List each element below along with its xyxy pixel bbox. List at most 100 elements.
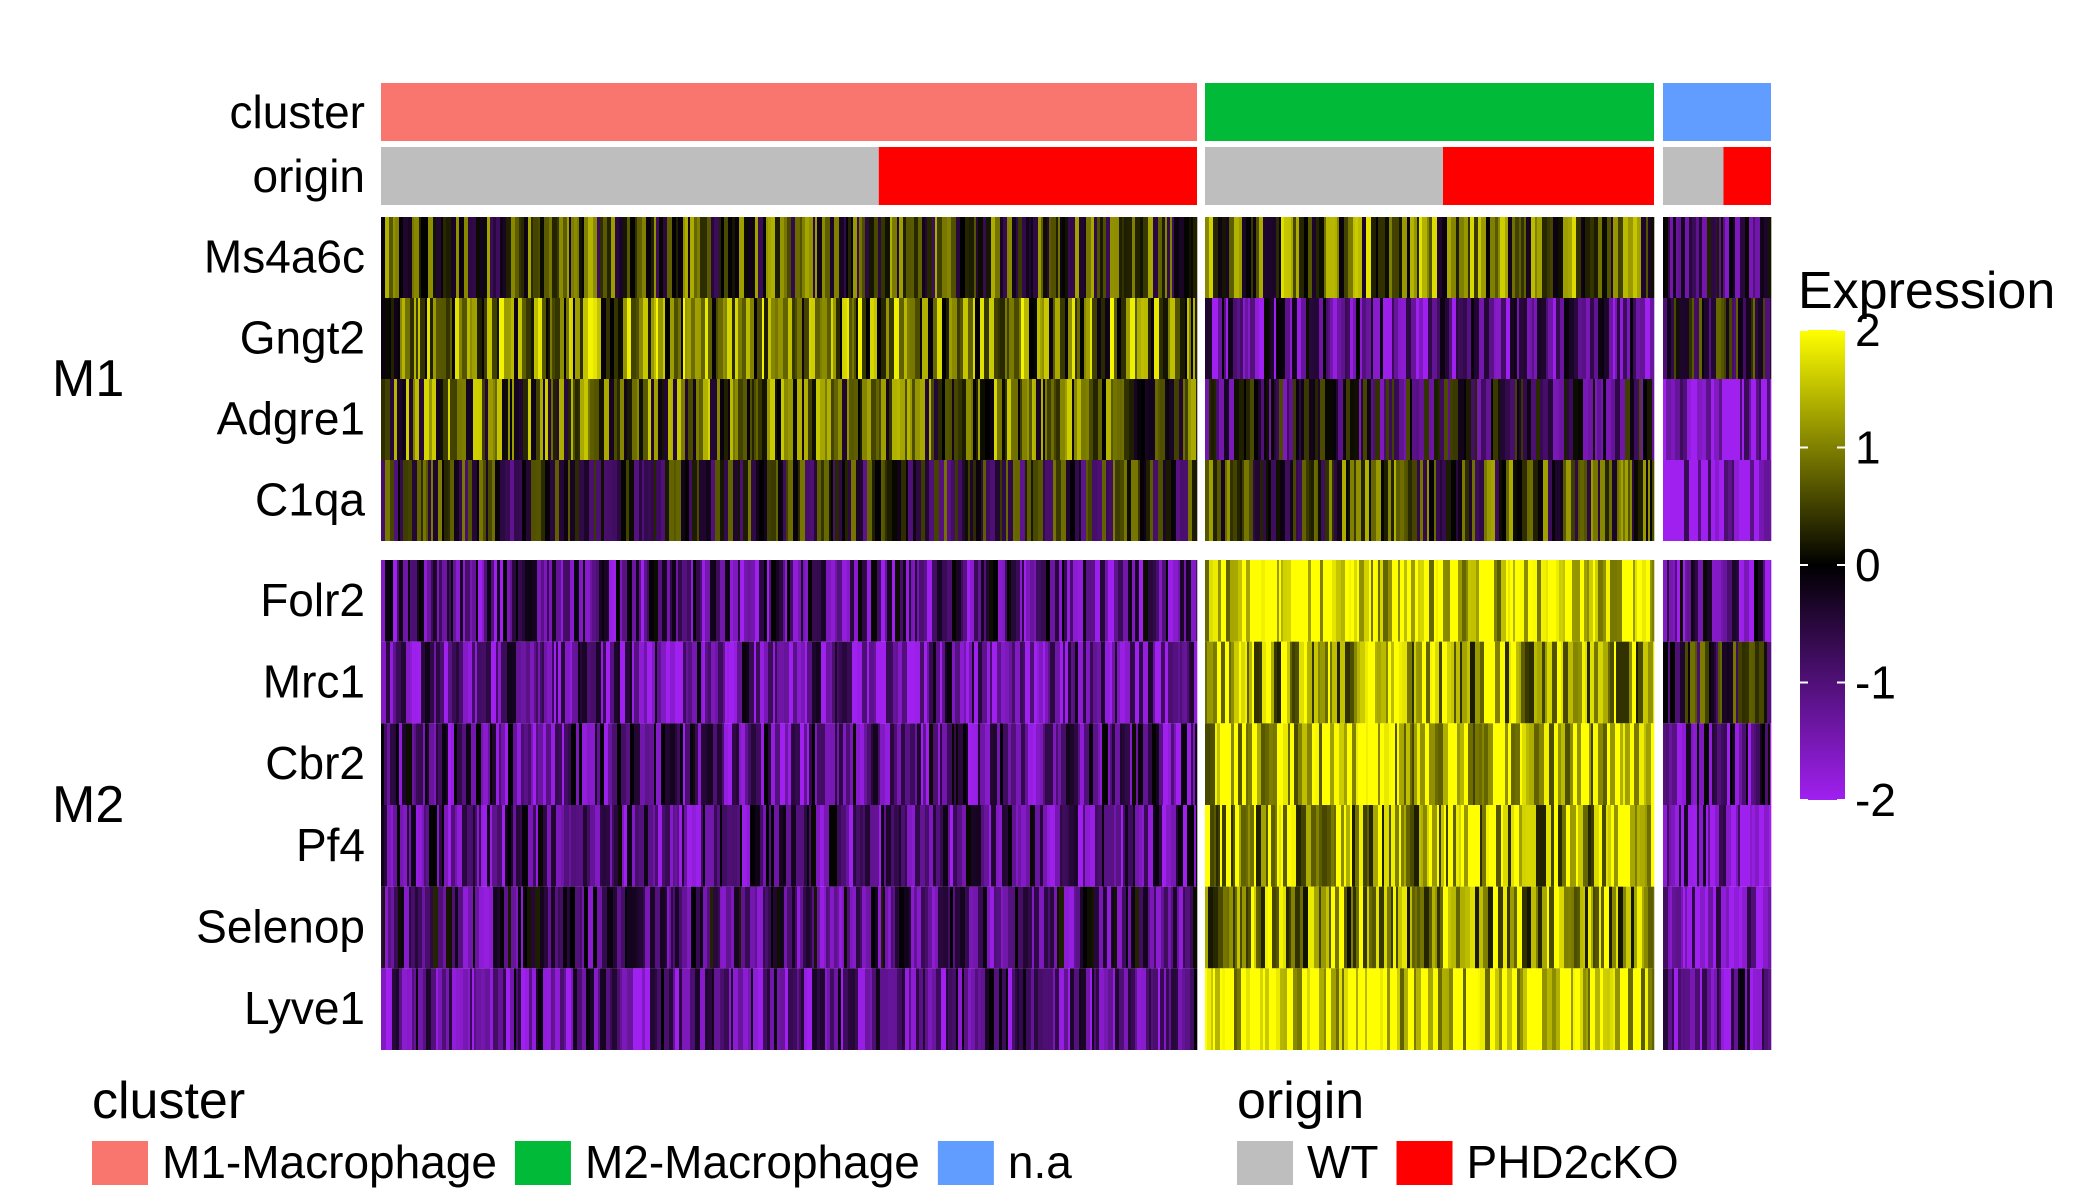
cell xyxy=(491,560,495,642)
cell xyxy=(963,560,968,642)
cell xyxy=(595,805,601,887)
cell xyxy=(1437,805,1440,887)
cell xyxy=(1283,886,1287,969)
cell xyxy=(1636,298,1641,379)
cell xyxy=(860,723,865,805)
cell xyxy=(1722,641,1728,724)
cell xyxy=(402,379,405,460)
cell xyxy=(1339,886,1345,969)
cell xyxy=(433,805,438,887)
cell xyxy=(1120,460,1125,541)
cell xyxy=(1736,805,1739,887)
cell xyxy=(1496,805,1502,887)
cell xyxy=(677,379,682,460)
cell xyxy=(656,298,659,379)
cell xyxy=(1033,298,1036,379)
cell xyxy=(1576,805,1579,887)
cell xyxy=(1241,805,1247,887)
cell xyxy=(1138,723,1144,805)
cell xyxy=(1191,379,1197,460)
cell xyxy=(842,641,848,724)
cell xyxy=(1503,805,1509,887)
cell xyxy=(837,805,842,887)
cell xyxy=(1221,560,1227,642)
cell xyxy=(1234,723,1239,805)
cell xyxy=(1039,641,1044,724)
cell xyxy=(387,805,392,887)
cell xyxy=(1205,886,1209,969)
cell xyxy=(451,560,454,642)
cell xyxy=(1094,886,1100,969)
cell xyxy=(713,886,719,969)
cell xyxy=(1699,805,1704,887)
cell xyxy=(471,723,477,805)
cell xyxy=(1359,805,1364,887)
cell xyxy=(1419,805,1422,887)
cell xyxy=(1006,460,1009,541)
cell xyxy=(504,298,510,379)
cell xyxy=(1089,379,1094,460)
cell xyxy=(396,968,400,1050)
cell xyxy=(555,968,561,1050)
cell xyxy=(1074,379,1078,460)
cell xyxy=(1252,641,1255,724)
cell xyxy=(437,805,440,887)
cell xyxy=(1358,723,1364,805)
cell xyxy=(1717,968,1720,1050)
cell xyxy=(1008,968,1013,1050)
cell xyxy=(1371,379,1374,460)
cell xyxy=(1683,560,1686,642)
cell xyxy=(1734,886,1740,969)
cell xyxy=(1055,641,1061,724)
cell xyxy=(901,805,906,887)
cell xyxy=(1396,217,1400,298)
cell xyxy=(1151,641,1154,724)
cell xyxy=(1477,379,1482,460)
cell xyxy=(1047,217,1050,298)
cluster-bar-2 xyxy=(1663,83,1771,141)
cell xyxy=(1468,560,1472,642)
cell xyxy=(1344,805,1347,887)
cell xyxy=(1648,217,1652,298)
cell xyxy=(783,460,787,541)
cell xyxy=(1372,968,1376,1050)
cell xyxy=(1217,460,1222,541)
cell xyxy=(820,379,826,460)
cell xyxy=(584,886,589,969)
cell xyxy=(1437,217,1443,298)
cell xyxy=(1006,968,1009,1050)
cell xyxy=(880,968,885,1050)
cell xyxy=(1670,460,1676,541)
cell xyxy=(804,379,809,460)
cell xyxy=(1360,298,1363,379)
cell xyxy=(410,298,415,379)
cell xyxy=(1645,805,1648,887)
cell xyxy=(1239,379,1245,460)
cell xyxy=(727,298,733,379)
cell xyxy=(683,298,686,379)
cell xyxy=(991,805,997,887)
cell xyxy=(830,641,833,724)
cell xyxy=(989,805,992,887)
cell xyxy=(1331,886,1336,969)
cell xyxy=(896,641,899,724)
cell xyxy=(1378,560,1381,642)
cell xyxy=(1507,968,1513,1050)
cell xyxy=(900,560,904,642)
cell xyxy=(1119,217,1123,298)
cell xyxy=(923,723,927,805)
cell xyxy=(418,805,423,887)
cell xyxy=(1365,968,1368,1050)
cell xyxy=(816,805,821,887)
cell xyxy=(1068,217,1071,298)
cell xyxy=(416,805,419,887)
cell xyxy=(971,723,977,805)
cell xyxy=(1463,298,1468,379)
cell xyxy=(536,298,539,379)
cell xyxy=(1698,560,1704,642)
cell xyxy=(381,460,386,541)
legend-cluster-item-swatch xyxy=(92,1141,148,1185)
cell xyxy=(798,460,801,541)
cell xyxy=(1417,886,1421,969)
cell xyxy=(635,805,640,887)
